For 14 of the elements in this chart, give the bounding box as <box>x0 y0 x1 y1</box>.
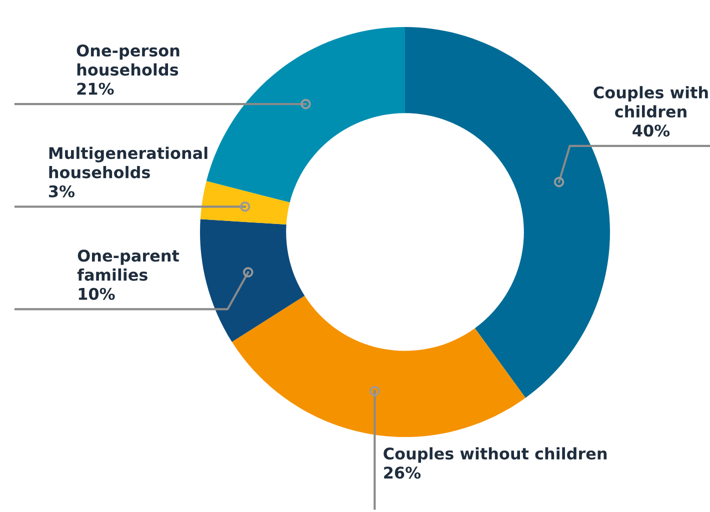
slice-label: Multigenerational households <box>49 146 208 178</box>
data-label: 21% <box>77 82 114 95</box>
data-label: 40% <box>632 124 670 137</box>
data-label: 3% <box>48 185 75 198</box>
slice-label: Couples with children <box>594 86 708 118</box>
data-label: 10% <box>78 288 115 300</box>
donut-slice <box>232 296 526 437</box>
slice-label: One-person households <box>76 44 180 76</box>
slice-label: Couples without children <box>384 447 607 463</box>
donut-slice <box>206 27 405 202</box>
slice-label: One-parent families <box>77 250 180 281</box>
data-label: 26% <box>384 466 421 479</box>
donut-slice <box>200 181 290 225</box>
donut-slice <box>200 219 305 342</box>
